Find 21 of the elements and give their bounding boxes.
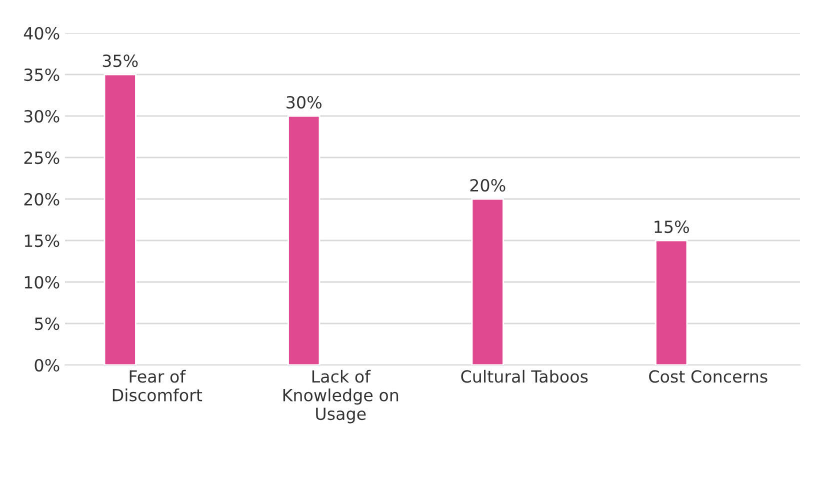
y-tick-label: 15% [24, 234, 60, 248]
x-tick-label: Lack of Knowledge on Usage [283, 370, 398, 424]
y-tick-label: 25% [24, 151, 60, 164]
y-tick-label: 10% [24, 276, 60, 289]
y-tick-label: 40% [24, 26, 60, 40]
bar [104, 74, 136, 365]
y-tick-label: 20% [24, 192, 60, 206]
bar [471, 198, 504, 365]
y-tick-label: 0% [34, 358, 60, 372]
y-tick-label: 35% [24, 68, 60, 82]
x-tick-label: Cost Concerns [649, 370, 768, 383]
x-tick-label: Fear of Discomfort [112, 370, 202, 402]
x-tick-label: Cultural Taboos [461, 370, 588, 383]
y-tick-label: 5% [34, 317, 60, 330]
data-label: 15% [654, 220, 689, 234]
y-tick-label: 30% [24, 110, 60, 123]
bar [288, 115, 320, 365]
data-label: 35% [102, 54, 138, 68]
data-label: 30% [286, 96, 322, 109]
data-label: 20% [470, 178, 506, 192]
bar [655, 240, 688, 365]
